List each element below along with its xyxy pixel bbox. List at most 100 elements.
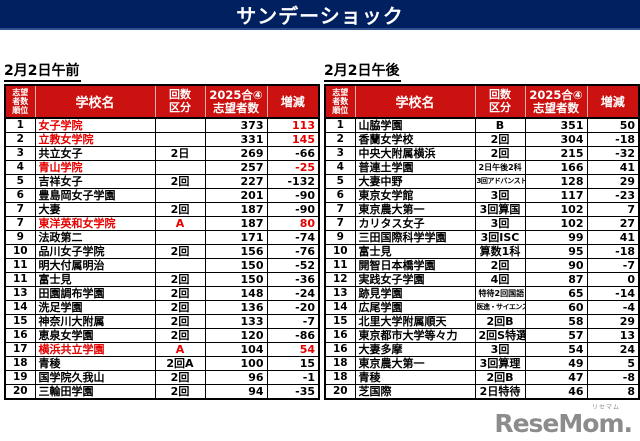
applicants-cell: 187: [204, 216, 268, 231]
round-type-cell: [154, 117, 206, 133]
change-cell: -23: [586, 188, 640, 203]
applicants-column-header: 2025合④ 志望者数: [525, 85, 588, 119]
table-row: 16 大妻多摩 3回 54 24: [324, 342, 640, 357]
change-cell: -20: [266, 300, 320, 315]
table-row: 3 共立女子 2日 269 -66: [4, 146, 320, 161]
school-name-cell: 芝国際: [354, 384, 476, 400]
change-column-header: 増減: [267, 85, 319, 119]
round-column-header: 回数 区分: [475, 85, 526, 119]
rank-cell: 13: [4, 286, 36, 301]
school-name-cell: 広尾学園: [354, 300, 476, 315]
rank-cell: 7: [4, 202, 36, 217]
school-name-cell: 富士見: [34, 272, 156, 287]
rank-cell: 1: [324, 117, 356, 133]
school-name-cell: 恵泉女学園: [34, 328, 156, 343]
applicants-cell: 351: [524, 117, 588, 133]
school-name-cell: 実践女子学園: [354, 272, 476, 287]
rank-cell: 3: [324, 146, 356, 161]
table-row: 3 中央大附属横浜 2回 215 -32: [324, 146, 640, 161]
rank-column-header: 志望 者数 順位: [325, 85, 356, 119]
school-name-cell: 横浜共立学園: [34, 342, 156, 357]
round-type-cell: 2回: [154, 370, 206, 385]
school-column-header: 学校名: [35, 85, 156, 119]
rank-header-line: 志望: [12, 88, 29, 97]
rank-cell: 1: [4, 117, 36, 133]
rank-header-line: 順位: [12, 106, 29, 115]
applicants-header-line: 2025合④: [529, 87, 583, 102]
applicants-cell: 148: [204, 286, 268, 301]
school-name-cell: 洗足学園: [34, 300, 156, 315]
afternoon-table-title: 2月2日午後: [324, 62, 402, 82]
change-cell: -18: [586, 244, 640, 259]
rank-cell: 3: [4, 146, 36, 161]
change-cell: -32: [586, 146, 640, 161]
rank-cell: 4: [4, 160, 36, 175]
rank-cell: 18: [4, 356, 36, 371]
applicants-cell: 304: [524, 132, 588, 147]
rank-cell: 14: [4, 300, 36, 315]
round-type-cell: 3回ISC: [474, 230, 526, 245]
applicants-cell: 49: [524, 356, 588, 371]
change-cell: 24: [586, 342, 640, 357]
applicants-cell: 96: [204, 370, 268, 385]
round-type-cell: 算数1科: [474, 244, 526, 259]
applicants-cell: 104: [204, 342, 268, 357]
rank-cell: 16: [4, 328, 36, 343]
round-header-line: 区分: [169, 100, 191, 114]
rank-cell: 14: [324, 300, 356, 315]
applicants-cell: 87: [524, 272, 588, 287]
applicants-cell: 257: [204, 160, 268, 175]
round-column-header: 回数 区分: [155, 85, 206, 119]
table-row: 9 三田国際科学学園 3回ISC 99 41: [324, 230, 640, 245]
round-type-cell: 2回: [154, 174, 206, 189]
top-banner: サンデーショック: [0, 0, 640, 30]
rank-cell: 15: [324, 314, 356, 329]
table-row: 10 品川女子学院 2回 156 -76: [4, 244, 320, 259]
change-cell: -86: [266, 328, 320, 343]
table-row: 18 東京農大第一 3回算理 49 5: [324, 356, 640, 371]
change-cell: -8: [586, 370, 640, 385]
applicants-cell: 102: [524, 216, 588, 231]
resemom-logo: リセマム ReseMom.: [494, 405, 633, 437]
rank-cell: 11: [4, 258, 36, 273]
applicants-header-line: 志望者数: [533, 100, 579, 115]
change-cell: -7: [266, 314, 320, 329]
rank-cell: 7: [324, 202, 356, 217]
morning-table-header: 志望 者数 順位 学校名 回数 区分 2025合④ 志望者数 増減: [5, 85, 319, 119]
applicants-cell: 133: [204, 314, 268, 329]
applicants-cell: 54: [524, 342, 588, 357]
rank-cell: 10: [4, 244, 36, 259]
table-row: 15 北里大学附属順天 2回B 58 29: [324, 314, 640, 329]
school-name-cell: 北里大学附属順天: [354, 314, 476, 329]
school-name-cell: 東京女学館: [354, 188, 476, 203]
table-row: 7 カリタス女子 3回 102 27: [324, 216, 640, 231]
applicants-cell: 58: [524, 314, 588, 329]
round-type-cell: 2回: [154, 328, 206, 343]
round-type-cell: 2日: [154, 146, 206, 161]
round-type-cell: 3回: [474, 342, 526, 357]
school-name-cell: 跡見学園: [354, 286, 476, 301]
school-name-cell: 神奈川大附属: [34, 314, 156, 329]
page-title: サンデーショック: [236, 3, 404, 28]
change-cell: -35: [266, 384, 320, 400]
morning-table: 志望 者数 順位 学校名 回数 区分 2025合④ 志望者数 増減: [4, 84, 320, 400]
change-cell: 27: [586, 216, 640, 231]
school-name-cell: 大妻: [34, 202, 156, 217]
applicants-cell: 166: [524, 160, 588, 175]
change-cell: 54: [266, 342, 320, 357]
table-row: 7 大妻 2回 187 -90: [4, 202, 320, 217]
change-cell: -76: [266, 244, 320, 259]
applicants-cell: 100: [204, 356, 268, 371]
round-type-cell: 2日午後2科: [474, 160, 526, 175]
table-row: 5 大妻中野 3回アドバンスト 128 29: [324, 174, 640, 189]
change-cell: 145: [266, 132, 320, 147]
change-cell: -1: [266, 370, 320, 385]
change-cell: -90: [266, 202, 320, 217]
table-row: 11 開智日本橋学園 2回 90 -7: [324, 258, 640, 273]
round-type-cell: 3回算国: [474, 202, 526, 217]
school-name-cell: 東洋英和女学院: [34, 216, 156, 231]
table-row: 4 青山学院 257 -25: [4, 160, 320, 175]
applicants-cell: 136: [204, 300, 268, 315]
rank-cell: 12: [324, 272, 356, 287]
table-row: 6 豊島岡女子学園 201 -90: [4, 188, 320, 203]
